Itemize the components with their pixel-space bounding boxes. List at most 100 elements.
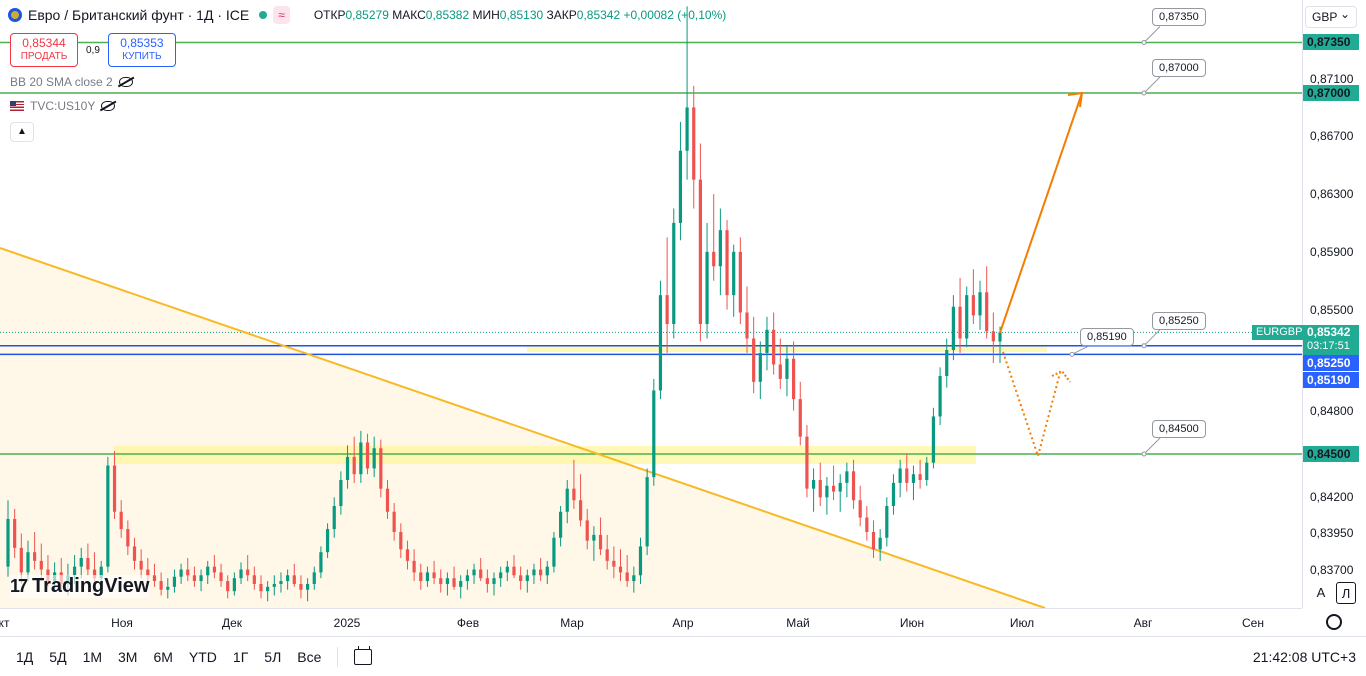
period-button[interactable]: 1Г xyxy=(232,648,249,665)
candle-body xyxy=(445,578,450,584)
price-callout[interactable]: 0,84500 xyxy=(1152,420,1206,438)
candle-body xyxy=(965,295,969,339)
indicator-us10y[interactable]: TVC:US10Y xyxy=(10,99,116,113)
buy-button[interactable]: 0,85353 КУПИТЬ xyxy=(107,33,176,67)
candle-body xyxy=(712,251,716,267)
time-tick-label: Июл xyxy=(1009,616,1035,630)
last-price-badge: 0,85342 03:17:51 xyxy=(1303,325,1359,355)
wave-icon[interactable]: ≈ xyxy=(273,6,290,24)
candle-body xyxy=(86,557,90,570)
candle-body xyxy=(325,529,330,553)
price-tick-label: 0,83950 xyxy=(1310,526,1354,541)
collapse-legend-button[interactable]: ▲ xyxy=(10,122,34,142)
candle-body xyxy=(738,251,742,313)
blue-level-badge: 0,85190 xyxy=(1303,372,1359,388)
price-callout[interactable]: 0,85250 xyxy=(1152,311,1206,330)
time-tick-label: 2025 xyxy=(333,616,361,630)
candle-body xyxy=(758,352,762,382)
callout-anchor xyxy=(1141,343,1147,349)
price-callout[interactable]: 0,87000 xyxy=(1152,59,1206,77)
candle-body xyxy=(752,338,756,382)
time-tick-label: Июн xyxy=(899,616,925,630)
candle-body xyxy=(585,520,589,541)
clock[interactable]: 21:42:08 UTC+3 xyxy=(1252,649,1356,665)
period-button[interactable]: YTD xyxy=(188,648,217,665)
auto-scale-button[interactable]: A xyxy=(1316,585,1326,600)
candle-body xyxy=(891,482,896,506)
candle-body xyxy=(279,581,283,584)
callout-leader xyxy=(1071,345,1089,355)
price-callout[interactable]: 0,87350 xyxy=(1152,8,1206,27)
candle-body xyxy=(166,586,170,590)
candle-body xyxy=(918,474,922,480)
price-tick-label: 0,87100 xyxy=(1310,71,1354,86)
period-button[interactable]: 5Л xyxy=(264,648,282,665)
price-tick-label: 0,84800 xyxy=(1310,403,1354,418)
candle-body xyxy=(785,358,789,379)
candle-body xyxy=(312,572,316,584)
candle-body xyxy=(432,572,436,579)
candle-body xyxy=(172,576,177,587)
price-tick-label: 0,84200 xyxy=(1310,490,1354,505)
time-axis[interactable]: кт Ноя Дек 2025 Фев Мар Апр Май Июн Июл Авг Сен xyxy=(0,608,1302,636)
period-button[interactable]: 3М xyxy=(118,648,138,665)
period-button[interactable]: 5Д xyxy=(49,648,67,665)
level-price-badge: 0,87350 xyxy=(1303,34,1359,51)
settings-gear-icon[interactable] xyxy=(1326,614,1342,630)
candle-body xyxy=(13,518,17,548)
candle-body xyxy=(352,456,356,475)
price-callout[interactable]: 0,85190 xyxy=(1080,328,1134,347)
candle-body xyxy=(991,331,995,342)
projection-arrow xyxy=(999,92,1083,334)
hidden-eye-icon[interactable] xyxy=(118,77,133,87)
log-scale-button[interactable]: Л xyxy=(1336,582,1356,604)
candle-body xyxy=(92,569,97,579)
candle-body xyxy=(485,578,489,584)
candle-body xyxy=(246,569,250,576)
candle-body xyxy=(698,179,703,325)
calendar-icon[interactable] xyxy=(354,645,373,665)
period-button[interactable]: 1М xyxy=(82,648,103,665)
indicator-bb[interactable]: BB 20 SMA close 2 xyxy=(10,75,133,89)
candle-body xyxy=(192,575,197,582)
period-button[interactable]: 1Д xyxy=(16,648,34,665)
alt-path-head xyxy=(1051,369,1071,383)
candle-body xyxy=(79,557,83,567)
price-axis[interactable] xyxy=(1302,0,1366,608)
candle-body xyxy=(292,575,296,584)
candle-body xyxy=(512,566,516,576)
candle-body xyxy=(72,566,77,576)
callout-anchor xyxy=(1069,351,1075,357)
candle-body xyxy=(778,364,782,379)
eur-gbp-flag-icon xyxy=(8,8,22,22)
candle-body xyxy=(772,329,776,365)
candle-body xyxy=(439,578,443,584)
currency-select[interactable]: GBP xyxy=(1305,6,1357,28)
alt-path xyxy=(1002,351,1061,460)
time-tick-label: Апр xyxy=(672,616,694,630)
candle-body xyxy=(19,547,23,573)
period-button[interactable]: Все xyxy=(297,648,322,665)
candle-body xyxy=(951,306,955,351)
candle-body xyxy=(592,534,596,541)
candle-body xyxy=(26,552,30,573)
candle-body xyxy=(479,569,483,579)
candle-body xyxy=(572,488,576,501)
candle-body xyxy=(112,465,117,512)
price-chart[interactable] xyxy=(0,0,1302,608)
candle-body xyxy=(678,150,683,223)
candle-body xyxy=(792,358,796,400)
candle-body xyxy=(705,251,709,325)
candle-body xyxy=(925,462,929,480)
candle-body xyxy=(745,312,749,339)
symbol-title[interactable]: Евро / Британский фунт · 1Д · ICE xyxy=(28,7,250,23)
candle-body xyxy=(672,222,676,325)
candle-body xyxy=(938,376,942,417)
period-button[interactable]: 6М xyxy=(153,648,173,665)
sell-button[interactable]: 0,85344 ПРОДАТЬ xyxy=(10,33,78,67)
candle-body xyxy=(459,581,463,587)
hidden-eye-icon[interactable] xyxy=(101,101,116,111)
candle-body xyxy=(305,583,310,590)
candle-body xyxy=(492,578,496,584)
candle-body xyxy=(658,295,663,391)
